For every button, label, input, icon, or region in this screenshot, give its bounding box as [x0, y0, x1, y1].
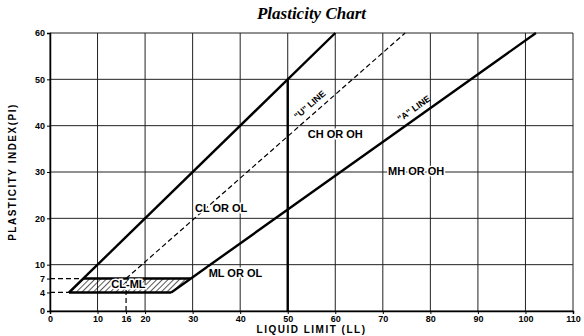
labels: "A" LINE "U" LINE CL OR OL CH OR OH MH OR OH… [111, 89, 444, 291]
tick: 10 [35, 260, 50, 270]
tick-label: 10 [93, 314, 103, 324]
tick: 0 [48, 311, 53, 324]
tick: 70 [378, 311, 388, 324]
tick-label: 90 [473, 314, 483, 324]
grid-line-y [50, 172, 573, 173]
tick-mark [47, 311, 50, 312]
y-axis: 0 4 7 10 20 30 40 50 60 [35, 28, 51, 316]
region-label: CL OR OL [195, 202, 248, 214]
tick: 0 [40, 306, 50, 316]
tick-mark [47, 172, 50, 173]
tick-label: 10 [35, 260, 45, 270]
region-label: ML OR OL [209, 267, 263, 279]
tick-mark [47, 126, 50, 127]
tick-label: 60 [331, 314, 341, 324]
tick-label: 80 [426, 314, 436, 324]
grid-line-y [50, 125, 573, 126]
tick-label: 30 [188, 314, 198, 324]
line-label: "U" LINE [292, 89, 327, 122]
tick: 110 [566, 311, 581, 324]
tick-label: 0 [40, 306, 45, 316]
tick: 4 [40, 288, 50, 298]
dashed-line [50, 292, 69, 293]
tick-mark [47, 218, 50, 219]
x-axis-title: LIQUID LIMIT (LL) [257, 324, 367, 335]
hatched-area [69, 279, 191, 293]
tick: 10 [93, 311, 103, 324]
tick-label: 50 [35, 75, 45, 85]
dashed-line [50, 278, 83, 279]
region-label: MH OR OH [388, 165, 444, 177]
boundary-line [69, 33, 335, 292]
line-label: "A" LINE [396, 94, 433, 124]
boundary-line [287, 79, 289, 311]
y-axis-title: PLASTICITY INDEX(PI) [7, 103, 18, 241]
tick-label: 60 [35, 28, 45, 38]
tick: 50 [283, 311, 293, 324]
tick-label: 110 [566, 314, 581, 324]
tick: 60 [331, 311, 341, 324]
boundary-line [171, 33, 536, 292]
tick: 80 [426, 311, 436, 324]
axis-line [47, 34, 51, 312]
tick-label: 0 [48, 314, 53, 324]
tick-label: 20 [35, 214, 45, 224]
tick: 40 [236, 311, 246, 324]
tick-label: 7 [40, 274, 45, 284]
tick: 60 [35, 28, 50, 38]
tick: 30 [35, 167, 50, 177]
tick: 50 [35, 75, 50, 85]
region-label: CH OR OH [308, 128, 363, 140]
tick-mark [47, 279, 50, 280]
chart: "A" LINE "U" LINE CL OR OL CH OR OH MH OR OH… [0, 0, 584, 336]
grid-line-y [50, 79, 573, 80]
grid [50, 33, 573, 311]
tick-label: 40 [236, 314, 246, 324]
tick: 30 [188, 311, 198, 324]
tick: 7 [40, 274, 50, 284]
grid-line-y [50, 264, 573, 265]
tick-mark [47, 265, 50, 266]
tick-label: 30 [35, 167, 45, 177]
plot-area [50, 33, 536, 311]
region-label: CL-ML [111, 278, 145, 290]
grid-line-y [50, 218, 573, 219]
tick-label: 100 [518, 314, 533, 324]
tick: 40 [35, 121, 50, 131]
tick: 16 [122, 311, 132, 324]
tick: 90 [473, 311, 483, 324]
dashed-line [126, 33, 405, 279]
tick-label: 70 [378, 314, 388, 324]
tick: 100 [518, 311, 533, 324]
tick-label: 4 [40, 288, 45, 298]
grid-line-x [287, 33, 288, 311]
tick-label: 40 [35, 121, 45, 131]
tick-label: 50 [283, 314, 293, 324]
tick: 20 [141, 311, 151, 324]
tick-label: 16 [122, 314, 132, 324]
grid-line-y [50, 33, 573, 34]
title: Plasticity Chart [256, 4, 367, 23]
tick: 20 [35, 214, 50, 224]
x-axis: 0 10 16 20 30 40 50 60 70 80 90 100 110 [48, 311, 581, 324]
tick-mark [47, 292, 50, 293]
tick-mark [47, 33, 50, 34]
tick-label: 20 [141, 314, 151, 324]
tick-mark [47, 79, 50, 80]
